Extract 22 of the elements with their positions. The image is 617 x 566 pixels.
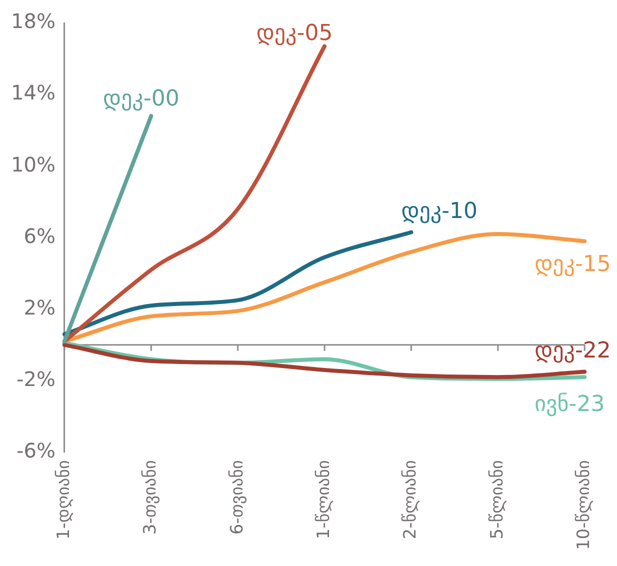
x-tick-label: 3-თვიანი	[140, 460, 161, 535]
y-tick-label: 14%	[11, 80, 56, 105]
x-tick-label: 1-დღიანი	[54, 460, 74, 540]
series-label: დეკ-05	[256, 20, 333, 46]
series-label: დეკ-10	[401, 198, 478, 224]
x-tick-label: 6-თვიანი	[227, 460, 248, 535]
series-label: დეკ-00	[102, 86, 180, 112]
line-series	[62, 44, 327, 344]
line-series	[62, 230, 414, 336]
y-tick-label: 10%	[11, 152, 56, 176]
x-tick-label: 1-წლიანი	[314, 460, 334, 540]
y-tick-label: 2%	[24, 295, 56, 320]
x-tick-label: 2-წლიანი	[400, 460, 421, 540]
series-label: დეკ-22	[534, 338, 611, 364]
series-label: ივნ-23	[534, 392, 605, 417]
x-tick-label: 5-წლიანი	[487, 460, 508, 540]
x-tick-label: 10-წლიანი	[574, 460, 594, 550]
series-label: დეკ-15	[534, 252, 611, 277]
y-tick-label: 6%	[24, 224, 56, 248]
y-tick-label: 18%	[11, 9, 56, 34]
y-tick-label: -6%	[16, 438, 56, 462]
y-tick-label: -2%	[16, 366, 56, 391]
